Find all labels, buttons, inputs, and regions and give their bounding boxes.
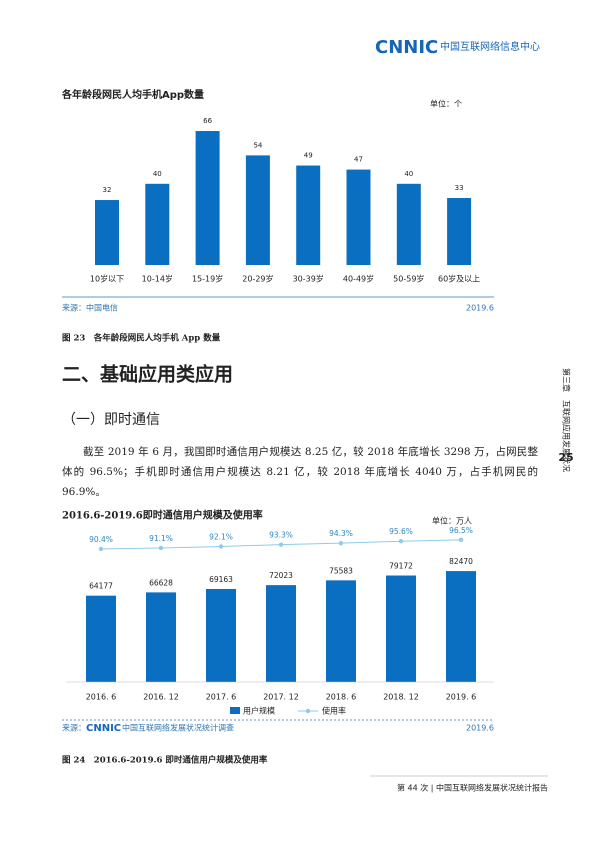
line-marker [458,537,464,543]
x-tick-label: 2016. 12 [143,693,179,702]
source-logo: CNNIC [86,723,121,734]
bar [145,183,170,265]
x-tick-label: 30-39岁 [293,274,324,284]
value-label: 96.5% [449,526,473,535]
chapter: 第三章 互联网应用发展状况 [562,368,572,472]
value-label: 66628 [149,578,173,587]
value-label: 32 [103,186,112,194]
footer: 第 44 次 | 中国互联网络发展状况统计报告 [397,783,548,793]
value-label: 72023 [269,571,293,580]
value-label: 47 [354,156,363,164]
paragraph: 截至 2019 年 6 月，我国即时通信用户规模达 8.25 亿，较 2018 … [62,446,538,498]
value-label: 75583 [329,566,353,575]
bar [266,585,296,682]
value-label: 92.1% [209,532,233,541]
logo: CNNIC [375,37,438,58]
unit-label: 单位：个 [430,99,462,109]
bar [195,131,220,265]
value-label: 69163 [209,575,233,584]
heading: 二、基础应用类应用 [62,363,233,386]
value-label: 79172 [389,562,413,571]
value-label: 40 [153,170,162,178]
chart-title: 2016.6-2019.6即时通信用户规模及使用率 [62,509,263,522]
value-label: 95.6% [389,527,413,536]
value-label: 91.1% [149,534,173,543]
bar [95,200,119,265]
legend-label: 用户规模 [243,706,275,716]
line-marker [98,546,104,552]
value-label: 66 [203,117,212,125]
unit-label: 单位：万人 [432,516,472,526]
caption: 图 23 各年龄段网民人均手机 App 数量 [62,333,221,344]
org-name: 中国互联网络信息中心 [440,40,540,53]
value-label: 94.3% [329,529,353,538]
bar [326,580,356,682]
bar [206,588,236,682]
value-label: 93.3% [269,531,293,540]
x-tick-label: 2018. 6 [326,693,357,702]
bar [86,595,116,682]
x-tick-label: 40-49岁 [343,274,374,284]
bar [447,198,472,265]
bar [446,571,476,682]
x-tick-label: 10岁以下 [90,274,124,284]
date: 2019.6 [466,724,494,733]
x-tick-label: 10-14岁 [142,274,173,284]
bar [146,592,176,682]
x-tick-label: 50-59岁 [393,274,424,284]
subheading: （一）即时通信 [62,412,160,428]
legend-label: 使用率 [322,706,346,716]
legend-swatch [305,708,311,714]
x-tick-label: 2016. 6 [86,693,117,702]
bar [245,155,270,265]
value-label: 49 [304,152,313,160]
line-marker [218,544,224,549]
side-tab: 25 第三章 互联网应用发展状况 [558,368,573,472]
bar [396,183,421,265]
value-label: 33 [455,184,464,192]
value-label: 64177 [89,582,113,591]
bar [346,169,371,265]
source-label: 来源： [62,724,86,733]
source: 来源：中国电信 [62,303,118,313]
x-tick-label: 2019. 6 [446,693,477,702]
source-text: 中国互联网络发展状况统计调查 [122,723,234,733]
x-tick-label: 2017. 6 [206,693,237,702]
value-label: 90.4% [89,535,113,544]
x-tick-label: 60岁及以上 [438,274,480,284]
caption: 图 24 2016.6-2019.6 即时通信用户规模及使用率 [62,755,268,766]
date: 2019.6 [466,304,494,313]
line-marker [338,540,344,546]
line-marker [398,539,404,544]
line-marker [278,542,284,547]
chart-title: 各年龄段网民人均手机App数量 [61,88,204,101]
value-label: 54 [253,141,262,149]
bar [296,165,321,265]
value-label: 40 [404,170,413,178]
page-number: 25 [558,451,573,464]
legend-swatch [230,707,240,714]
x-tick-label: 20-29岁 [242,274,273,284]
x-tick-label: 15-19岁 [192,274,223,284]
line-marker [158,545,164,551]
x-tick-label: 2018. 12 [383,693,419,702]
bar [386,575,416,682]
x-tick-label: 2017. 12 [263,693,299,702]
value-label: 82470 [449,557,473,566]
